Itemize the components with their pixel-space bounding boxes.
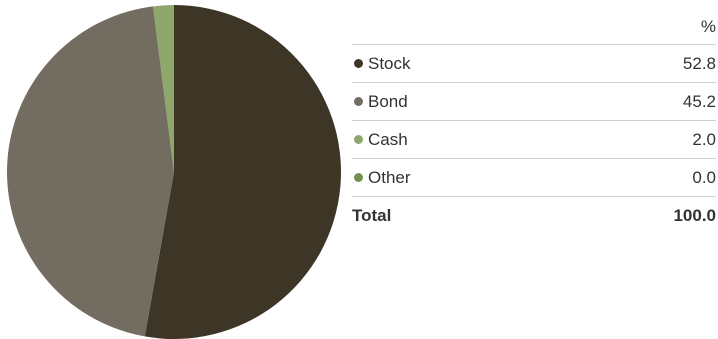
stock-swatch-icon (354, 59, 363, 68)
legend-row-total: Total 100.0 (352, 196, 716, 234)
total-value: 100.0 (673, 205, 716, 225)
legend-value-bond: 45.2 (682, 91, 716, 111)
pie-slice-bond (7, 6, 174, 337)
legend-row-cash: Cash 2.0 (352, 120, 716, 158)
pie-slice-stock (144, 5, 341, 339)
unit-header: % (352, 10, 716, 44)
legend-label-bond: Bond (368, 91, 408, 111)
legend-row-bond: Bond 45.2 (352, 82, 716, 120)
cash-swatch-icon (354, 135, 363, 144)
legend-row-stock: Stock 52.8 (352, 44, 716, 82)
bond-swatch-icon (354, 97, 363, 106)
legend-label-other: Other (368, 167, 411, 187)
legend-table: % Stock 52.8 Bond 45.2 Cash 2.0 Other 0.… (352, 10, 716, 234)
legend-value-other: 0.0 (692, 167, 716, 187)
legend-value-stock: 52.8 (682, 53, 716, 73)
unit-label: % (700, 17, 716, 36)
other-swatch-icon (354, 173, 363, 182)
legend-row-other: Other 0.0 (352, 158, 716, 196)
pie-slice-cash (153, 5, 174, 172)
total-label: Total (352, 205, 392, 225)
pie-chart (7, 5, 341, 339)
legend-label-cash: Cash (368, 129, 408, 149)
legend-value-cash: 2.0 (692, 129, 716, 149)
legend-label-stock: Stock (368, 53, 411, 73)
